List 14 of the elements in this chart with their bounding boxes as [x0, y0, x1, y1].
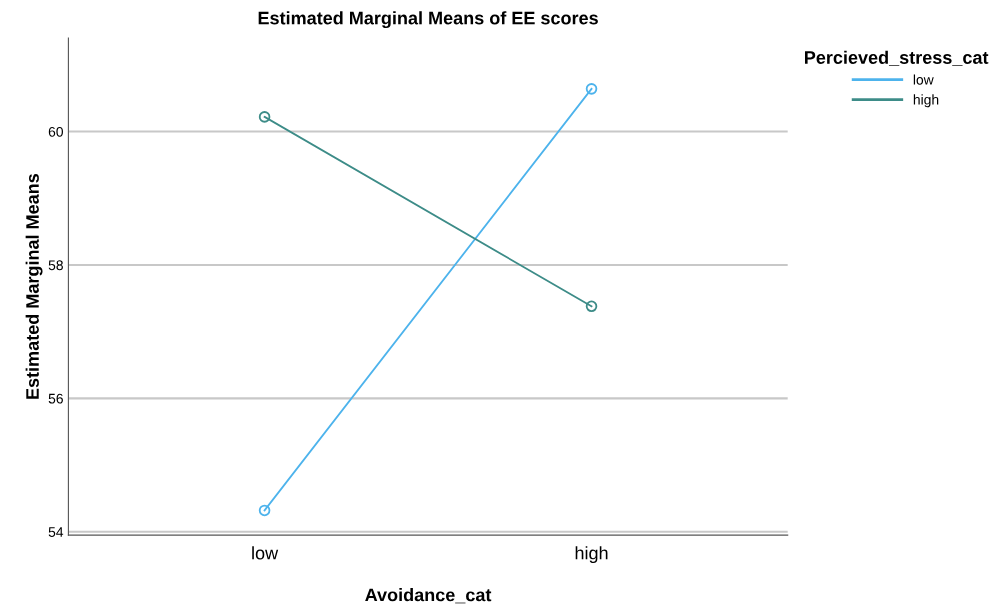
legend-title: Percieved_stress_cat — [805, 50, 989, 66]
point — [258, 504, 271, 517]
y-tick-label: 56 — [48, 393, 63, 404]
y-tick-label: 60 — [48, 126, 64, 137]
point — [585, 83, 598, 95]
point — [258, 111, 271, 123]
y-tick-label: 58 — [48, 260, 63, 271]
x-axis-title: Avoidance_cat — [365, 588, 492, 604]
y-axis-title: Estimated Marginal Means — [25, 173, 43, 399]
legend-label: low — [913, 74, 934, 85]
legend-label: high — [913, 94, 939, 108]
y-tick-label: 54 — [48, 527, 64, 537]
point — [585, 300, 598, 313]
chart-title: Estimated Marginal Means of EE scores — [258, 11, 598, 29]
